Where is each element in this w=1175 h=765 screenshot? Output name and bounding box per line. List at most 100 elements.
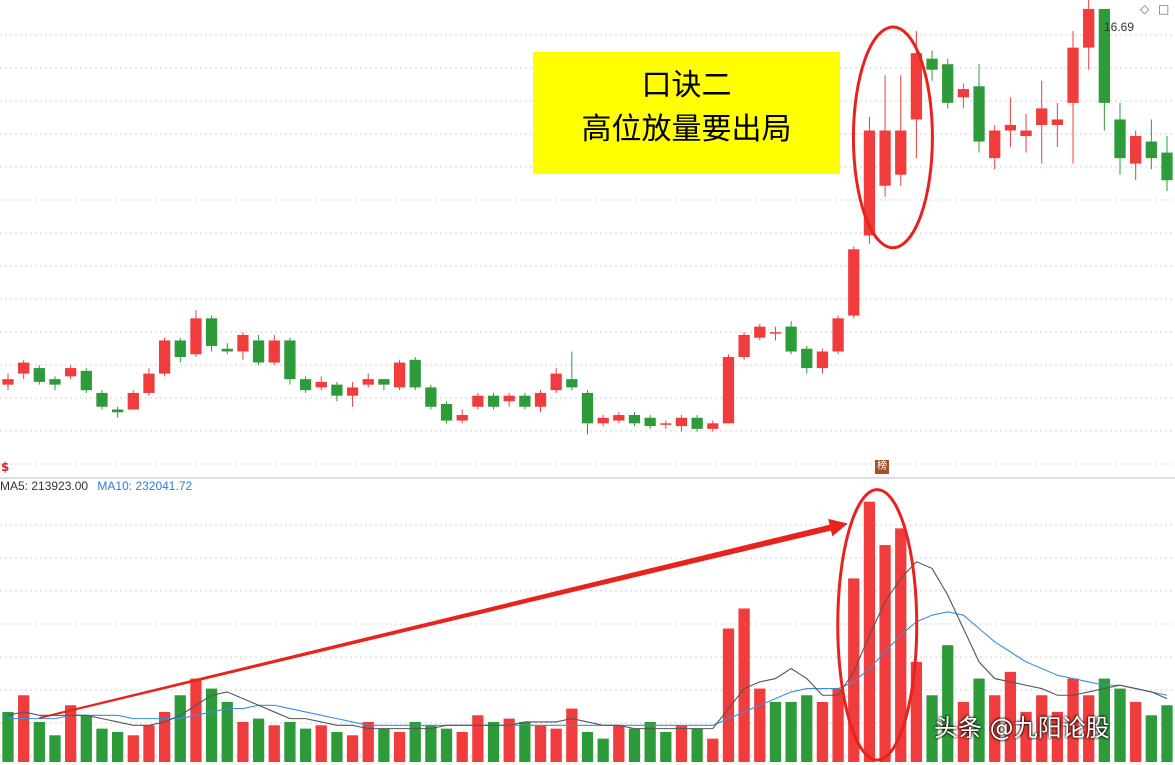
candle-body — [566, 379, 578, 388]
candle-body — [1145, 141, 1157, 159]
candle-body — [111, 409, 124, 413]
volume-bar — [268, 725, 280, 762]
volume-bar — [785, 701, 797, 762]
volume-bar — [284, 721, 296, 762]
candle-body — [268, 340, 280, 363]
volume-bar — [362, 721, 374, 762]
volume-bar — [738, 608, 750, 762]
ma-lines — [7, 561, 1168, 730]
volume-bar — [503, 718, 515, 762]
volume-bar — [660, 731, 672, 762]
candle-body — [1004, 124, 1017, 131]
volume-bar — [754, 688, 766, 762]
candle-body — [707, 423, 719, 429]
volume-bar — [487, 721, 500, 762]
candle-body — [550, 373, 562, 391]
square-icon[interactable]: □ — [1158, 2, 1170, 16]
volume-bar — [581, 731, 594, 762]
candle-body — [409, 359, 421, 388]
volume-bar — [801, 695, 813, 762]
candle-body — [675, 417, 688, 427]
candle-body — [722, 357, 735, 424]
candle-body — [926, 58, 938, 70]
price-highlight-ellipse — [851, 25, 934, 250]
volume-bar — [832, 688, 844, 762]
candle-body — [49, 379, 61, 385]
volume-bar — [237, 721, 249, 762]
candle-body — [96, 392, 108, 407]
volume-bar — [80, 715, 92, 762]
candle-body — [472, 395, 484, 407]
candle-body — [660, 423, 672, 425]
candle-body — [315, 381, 327, 388]
volume-bar — [299, 728, 312, 762]
volume-bar — [973, 678, 985, 762]
volume-bar — [1036, 695, 1048, 762]
volume-bar — [127, 735, 139, 762]
candle-body — [362, 379, 374, 385]
candle-body — [205, 318, 218, 346]
volume-bar — [534, 725, 547, 762]
candle-body — [863, 130, 876, 236]
volume-bar — [174, 695, 186, 762]
volume-bar — [1004, 671, 1017, 762]
candle-body — [221, 348, 233, 352]
candle-body — [942, 64, 954, 103]
volume-bar — [550, 728, 562, 762]
volume-bar — [722, 628, 735, 762]
volume-bar — [1067, 678, 1079, 762]
volume-bar — [910, 661, 923, 762]
volume-bar — [393, 731, 406, 762]
candle-body — [65, 368, 77, 377]
candle-body — [644, 417, 656, 427]
candle-body — [252, 340, 265, 363]
volume-bar — [346, 735, 359, 762]
candle-body — [769, 332, 782, 334]
volume-bar — [597, 738, 609, 762]
volume-bar — [456, 731, 468, 762]
volume-bar — [65, 705, 77, 762]
volume-bar — [96, 728, 108, 762]
volume-bar — [331, 731, 343, 762]
candle-body — [1083, 8, 1095, 48]
volume-bar — [848, 578, 860, 762]
volume-bar — [409, 721, 421, 762]
volume-bar — [252, 718, 265, 762]
watermark: 头条 @九阳论股 — [934, 714, 1110, 742]
annotations — [39, 25, 934, 762]
candle-body — [1036, 108, 1048, 125]
volume-bar — [1114, 688, 1126, 762]
volume-bar — [816, 701, 829, 762]
ma-legend: MA5: 213923.00 MA10: 232041.72 — [0, 479, 192, 493]
candle-body — [534, 392, 547, 407]
diamond-icon[interactable]: ◇ — [1140, 2, 1150, 16]
candle-body — [284, 340, 296, 380]
volume-bar — [613, 725, 625, 762]
trend-arrow — [39, 518, 848, 719]
candle-body — [346, 387, 359, 396]
volume-bar — [863, 501, 876, 762]
volume-bar — [1083, 695, 1095, 762]
callout-box: 口诀二 高位放量要出局 — [533, 52, 840, 174]
volume-highlight-ellipse — [836, 488, 919, 762]
candle-body — [989, 130, 1001, 159]
volume-bar — [566, 708, 578, 762]
candle-body — [237, 334, 249, 352]
volume-bar — [472, 715, 484, 762]
callout-line1: 口诀二 — [641, 68, 732, 103]
marker-s-icon: $ — [1, 460, 10, 474]
volume-bar — [989, 695, 1001, 762]
candle-body — [973, 86, 985, 142]
candle-body — [801, 348, 813, 369]
volume-bar — [644, 721, 656, 762]
candle-body — [1098, 8, 1110, 103]
ma5-line — [7, 561, 1168, 730]
volume-bar — [221, 701, 233, 762]
candle-body — [910, 53, 923, 120]
volume-bar — [628, 728, 641, 762]
candle-body — [158, 340, 171, 374]
candle-body — [33, 368, 45, 382]
candle-body — [190, 318, 202, 355]
candle-body — [597, 417, 609, 424]
volume-bar — [1130, 701, 1142, 762]
